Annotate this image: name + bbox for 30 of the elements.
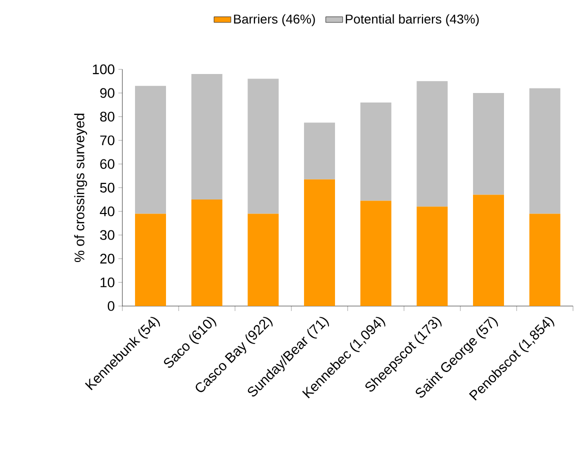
y-tick-label: 90 — [100, 88, 114, 98]
bar — [135, 86, 166, 214]
bar — [304, 122, 336, 180]
y-tick-label: 40 — [100, 206, 114, 216]
y-axis-title: % of crossings surveyed — [74, 114, 88, 262]
legend-label: Potential barriers (43%) — [346, 14, 479, 26]
bar — [416, 81, 448, 207]
y-tick-label: 60 — [100, 159, 114, 170]
y-tick-label: 100 — [92, 64, 114, 74]
y-tick-label: 0 — [108, 301, 114, 312]
bar — [473, 93, 504, 195]
bar — [416, 206, 448, 306]
bar — [360, 200, 392, 306]
y-tick-label: 50 — [100, 182, 114, 193]
legend-label: Barriers (46%) — [234, 14, 315, 26]
y-tick-label: 30 — [100, 230, 114, 240]
y-tick-label: 10 — [100, 278, 114, 288]
bar — [360, 102, 392, 201]
bar — [191, 200, 222, 306]
bar — [304, 180, 336, 306]
bar — [248, 214, 279, 306]
bar — [248, 78, 279, 214]
bar — [135, 214, 166, 306]
bar — [529, 214, 560, 306]
y-tick-label: 20 — [100, 254, 114, 264]
bar — [191, 74, 222, 200]
bar — [473, 194, 504, 306]
y-tick-label: 70 — [100, 136, 114, 146]
bar — [529, 88, 560, 214]
y-tick-label: 80 — [100, 112, 114, 122]
